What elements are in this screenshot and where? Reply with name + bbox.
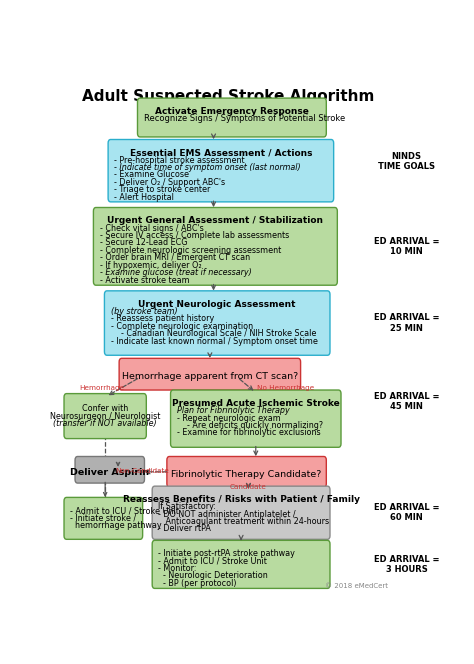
Text: - Alert Hospital: - Alert Hospital — [114, 193, 174, 202]
FancyBboxPatch shape — [167, 456, 326, 487]
Text: - Indicate last known normal / Symptom onset time: - Indicate last known normal / Symptom o… — [110, 337, 318, 345]
FancyBboxPatch shape — [104, 291, 330, 355]
Text: - If hypoxemic, deliver O₂: - If hypoxemic, deliver O₂ — [100, 261, 201, 270]
FancyBboxPatch shape — [137, 98, 326, 137]
Text: Deliver Aspirin: Deliver Aspirin — [70, 467, 149, 477]
Text: - DO NOT administer Antiplatelet /: - DO NOT administer Antiplatelet / — [158, 510, 296, 519]
FancyBboxPatch shape — [64, 497, 143, 539]
Text: - Admit to ICU / Stroke Unit: - Admit to ICU / Stroke Unit — [70, 506, 179, 515]
Text: - Examine glucose (treat if necessary): - Examine glucose (treat if necessary) — [100, 268, 251, 277]
Text: - Admit to ICU / Stroke Unit: - Admit to ICU / Stroke Unit — [158, 556, 267, 566]
Text: - Initiate post-rtPA stroke pathway: - Initiate post-rtPA stroke pathway — [158, 549, 295, 558]
Text: (transfer if NOT available): (transfer if NOT available) — [54, 419, 157, 428]
Text: ED ARRIVAL =
45 MIN: ED ARRIVAL = 45 MIN — [374, 392, 439, 412]
Text: - Pre-hospital stroke assessment: - Pre-hospital stroke assessment — [114, 155, 245, 165]
Text: NINDS
TIME GOALS: NINDS TIME GOALS — [378, 152, 435, 171]
FancyBboxPatch shape — [93, 207, 337, 286]
Text: - Triage to stroke center: - Triage to stroke center — [114, 185, 211, 195]
Text: - Examine Glucose: - Examine Glucose — [114, 171, 189, 179]
Text: Fibrinolytic Therapy Candidate?: Fibrinolytic Therapy Candidate? — [172, 470, 322, 479]
Text: Anticoagulant treatment within 24-hours: Anticoagulant treatment within 24-hours — [158, 517, 329, 526]
Text: - Neurologic Deterioration: - Neurologic Deterioration — [158, 571, 268, 580]
FancyBboxPatch shape — [108, 139, 334, 202]
Text: Urgent Neurologic Assessment: Urgent Neurologic Assessment — [138, 299, 296, 309]
Text: - Indicate time of symptom onset (last normal): - Indicate time of symptom onset (last n… — [114, 163, 301, 172]
Text: ED ARRIVAL =
60 MIN: ED ARRIVAL = 60 MIN — [374, 503, 439, 523]
Text: - Complete neurologic examination: - Complete neurologic examination — [110, 322, 253, 331]
Text: ED ARRIVAL =
25 MIN: ED ARRIVAL = 25 MIN — [374, 313, 439, 333]
Text: Presumed Acute Ischemic Stroke: Presumed Acute Ischemic Stroke — [172, 398, 340, 408]
FancyBboxPatch shape — [152, 540, 330, 588]
Text: Hemorrhage apparent from CT scan?: Hemorrhage apparent from CT scan? — [122, 372, 298, 381]
Text: - Repeat neurologic exam: - Repeat neurologic exam — [177, 414, 281, 422]
FancyBboxPatch shape — [152, 486, 330, 539]
Text: - Secure 12-Lead ECG: - Secure 12-Lead ECG — [100, 238, 187, 248]
Text: No Hemorrhage: No Hemorrhage — [256, 386, 314, 392]
Text: - Examine for fibrinolytic exclusions: - Examine for fibrinolytic exclusions — [177, 428, 320, 438]
Text: Confer with: Confer with — [82, 404, 128, 413]
Text: Candidate: Candidate — [230, 483, 267, 489]
Text: Reassess Benefits / Risks with Patient / Family: Reassess Benefits / Risks with Patient /… — [123, 495, 360, 504]
Text: - Order brain MRI / Emergent CT scan: - Order brain MRI / Emergent CT scan — [100, 253, 250, 262]
Text: - BP (per protocol): - BP (per protocol) — [158, 579, 237, 588]
Text: If Satisfactory:: If Satisfactory: — [158, 502, 216, 511]
Text: - Initiate stroke /: - Initiate stroke / — [70, 513, 137, 523]
FancyBboxPatch shape — [75, 456, 145, 483]
Text: Plan for Fibrinolytic Therapy: Plan for Fibrinolytic Therapy — [177, 406, 290, 415]
Text: Hemorrhage: Hemorrhage — [79, 386, 124, 392]
Text: Recognize Signs / Symptoms of Potential Stroke: Recognize Signs / Symptoms of Potential … — [144, 114, 345, 124]
Text: Non-Candidate: Non-Candidate — [115, 468, 169, 474]
Text: - Are deficits quickly normalizing?: - Are deficits quickly normalizing? — [177, 421, 323, 430]
Text: - Monitor:: - Monitor: — [158, 564, 197, 573]
Text: - Check vital signs / ABC's: - Check vital signs / ABC's — [100, 224, 203, 232]
Text: Neurosurgeon / Neurologist: Neurosurgeon / Neurologist — [50, 412, 160, 420]
Text: - Activate stroke team: - Activate stroke team — [100, 276, 189, 284]
Text: Essential EMS Assessment / Actions: Essential EMS Assessment / Actions — [129, 148, 312, 157]
Text: ED ARRIVAL =
3 HOURS: ED ARRIVAL = 3 HOURS — [374, 554, 439, 574]
Text: - Deliver rtPA: - Deliver rtPA — [158, 525, 211, 533]
Text: - Complete neurologic screening assessment: - Complete neurologic screening assessme… — [100, 246, 281, 255]
Text: - Canadian Neurological Scale / NIH Stroke Scale: - Canadian Neurological Scale / NIH Stro… — [110, 329, 316, 338]
Text: Adult Suspected Stroke Algorithm: Adult Suspected Stroke Algorithm — [82, 88, 374, 104]
FancyBboxPatch shape — [171, 390, 341, 448]
Text: - Deliver O₂ / Support ABC's: - Deliver O₂ / Support ABC's — [114, 178, 226, 187]
Text: (by stroke team): (by stroke team) — [110, 307, 177, 316]
Text: - Reassess patient history: - Reassess patient history — [110, 314, 214, 323]
Text: © 2018 eMedCert: © 2018 eMedCert — [325, 584, 388, 590]
Text: hemorrhage pathway: hemorrhage pathway — [70, 521, 162, 530]
Text: Urgent General Assessment / Stabilization: Urgent General Assessment / Stabilizatio… — [108, 216, 323, 225]
Text: ED ARRIVAL =
10 MIN: ED ARRIVAL = 10 MIN — [374, 236, 439, 256]
Text: - Secure IV access / Complete lab assessments: - Secure IV access / Complete lab assess… — [100, 231, 289, 240]
FancyBboxPatch shape — [64, 394, 146, 439]
FancyBboxPatch shape — [119, 359, 301, 390]
Text: Activate Emergency Response: Activate Emergency Response — [155, 107, 309, 116]
